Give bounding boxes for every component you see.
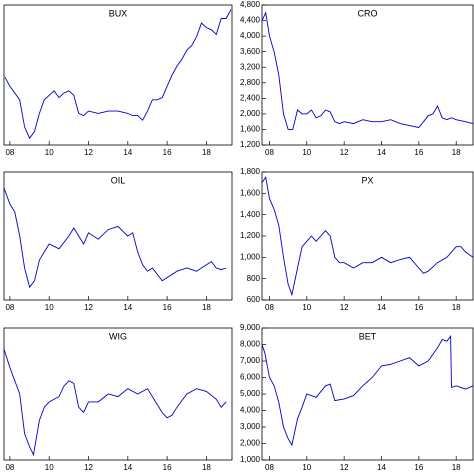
series-line bbox=[4, 9, 232, 140]
y-tick-label: 4,800 bbox=[240, 0, 261, 9]
x-tick-label: 10 bbox=[45, 148, 54, 157]
y-tick-label: 600 bbox=[247, 295, 261, 304]
x-tick-label: 08 bbox=[5, 148, 14, 157]
plot-frame bbox=[3, 4, 233, 146]
y-tick-label: 3,600 bbox=[240, 47, 261, 56]
x-tick-label: 10 bbox=[45, 463, 54, 472]
x-tick-label: 14 bbox=[377, 303, 386, 312]
x-tick-label: 10 bbox=[45, 303, 54, 312]
y-tick-label: 8,000 bbox=[240, 340, 261, 349]
y-tick-label: 2,400 bbox=[240, 93, 261, 102]
y-tick-label: 2,000 bbox=[240, 439, 261, 448]
x-tick-label: 16 bbox=[414, 303, 423, 312]
x-tick-label: 14 bbox=[123, 303, 132, 312]
plot-frame bbox=[261, 327, 474, 461]
y-tick-label: 3,200 bbox=[240, 62, 261, 71]
x-tick-label: 08 bbox=[265, 463, 274, 472]
x-tick-label: 08 bbox=[5, 303, 14, 312]
y-tick-label: 2,000 bbox=[240, 109, 261, 118]
x-tick-label: 14 bbox=[377, 463, 386, 472]
x-tick-label: 16 bbox=[414, 463, 423, 472]
x-tick-label: 14 bbox=[377, 148, 386, 157]
x-tick-label: 10 bbox=[302, 463, 311, 472]
x-tick-label: 12 bbox=[340, 303, 349, 312]
x-tick-label: 16 bbox=[163, 463, 172, 472]
y-tick-label: 1,200 bbox=[240, 231, 261, 240]
y-tick-label: 1,600 bbox=[240, 188, 261, 197]
x-tick-label: 08 bbox=[265, 148, 274, 157]
x-tick-label: 12 bbox=[340, 463, 349, 472]
x-tick-label: 16 bbox=[163, 303, 172, 312]
x-tick-label: 08 bbox=[265, 303, 274, 312]
y-tick-label: 4,400 bbox=[240, 16, 261, 25]
y-tick-label: 6,000 bbox=[240, 373, 261, 382]
y-tick-label: 1,000 bbox=[240, 455, 261, 464]
plot-frame bbox=[261, 171, 474, 301]
x-tick-label: 18 bbox=[202, 148, 211, 157]
x-tick-label: 18 bbox=[452, 303, 461, 312]
x-tick-label: 08 bbox=[5, 463, 14, 472]
plot-frame bbox=[261, 4, 474, 146]
y-tick-label: 7,000 bbox=[240, 356, 261, 365]
y-tick-label: 3,000 bbox=[240, 422, 261, 431]
x-tick-label: 12 bbox=[84, 148, 93, 157]
x-tick-label: 18 bbox=[202, 463, 211, 472]
panel-title: OIL bbox=[111, 175, 126, 185]
plot-frame bbox=[3, 171, 233, 301]
series-line bbox=[261, 11, 474, 130]
plot-frame bbox=[3, 327, 233, 461]
y-tick-label: 800 bbox=[247, 274, 261, 283]
y-tick-label: 1,800 bbox=[240, 167, 261, 176]
x-tick-label: 12 bbox=[84, 303, 93, 312]
panel-title: PX bbox=[361, 175, 373, 185]
series-line bbox=[3, 187, 227, 289]
x-tick-label: 14 bbox=[123, 463, 132, 472]
y-tick-label: 1,200 bbox=[240, 140, 261, 149]
series-line bbox=[3, 348, 227, 457]
y-tick-label: 4,000 bbox=[240, 406, 261, 415]
x-tick-label: 12 bbox=[340, 148, 349, 157]
y-tick-label: 1,600 bbox=[240, 125, 261, 134]
x-tick-label: 14 bbox=[123, 148, 132, 157]
y-tick-label: 2,800 bbox=[240, 78, 261, 87]
x-tick-label: 10 bbox=[302, 303, 311, 312]
panel-title: BUX bbox=[109, 8, 128, 18]
series-line bbox=[261, 334, 474, 447]
panel-title: BET bbox=[359, 331, 377, 341]
y-tick-label: 1,000 bbox=[240, 252, 261, 261]
panel-title: WIG bbox=[109, 331, 127, 341]
y-tick-label: 5,000 bbox=[240, 389, 261, 398]
y-tick-label: 4,000 bbox=[240, 31, 261, 40]
x-tick-label: 16 bbox=[163, 148, 172, 157]
x-tick-label: 12 bbox=[84, 463, 93, 472]
series-line bbox=[261, 176, 474, 297]
x-tick-label: 18 bbox=[202, 303, 211, 312]
y-tick-label: 9,000 bbox=[240, 323, 261, 332]
panel-title: CRO bbox=[358, 8, 378, 18]
x-tick-label: 10 bbox=[302, 148, 311, 157]
y-tick-label: 1,400 bbox=[240, 210, 261, 219]
x-tick-label: 16 bbox=[414, 148, 423, 157]
x-tick-label: 18 bbox=[452, 148, 461, 157]
x-tick-label: 18 bbox=[452, 463, 461, 472]
